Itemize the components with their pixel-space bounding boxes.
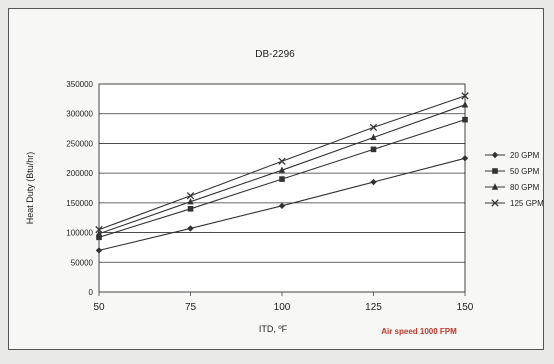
series-group — [95, 92, 469, 254]
legend-marker-2 — [491, 183, 499, 190]
data-point-2-2 — [278, 166, 286, 173]
legend-label-3: 125 GPM — [510, 199, 543, 208]
legend-item-2: 80 GPM — [485, 183, 540, 192]
series-3 — [95, 92, 469, 234]
series-0 — [95, 155, 469, 254]
legend-marker-1 — [492, 168, 498, 174]
air-speed-note: Air speed 1000 FPM — [381, 327, 457, 336]
y-tick-label-4: 200000 — [66, 169, 93, 178]
legend-item-0: 20 GPM — [485, 151, 540, 160]
data-point-3-2 — [278, 157, 286, 165]
data-point-1-0 — [96, 234, 102, 241]
legend-label-1: 50 GPM — [510, 167, 540, 176]
legend-marker-3 — [491, 199, 499, 207]
legend-marker-0 — [491, 151, 499, 159]
data-point-0-0 — [95, 247, 103, 254]
x-axis-title: ITD, ºF — [259, 324, 288, 334]
gridlines — [99, 113, 465, 263]
chart-frame: 0 50000 100000 150000 200000 250000 300000 3500… — [8, 8, 544, 350]
y-tick-label-7: 350000 — [66, 80, 93, 89]
data-point-0-2 — [278, 202, 286, 210]
plot-area — [98, 83, 466, 293]
data-point-3-0 — [95, 225, 103, 234]
x-tick-label-3: 125 — [365, 302, 382, 313]
legend: 20 GPM 50 GPM 80 GPM 125 GPM — [485, 151, 543, 208]
series-1 — [96, 116, 468, 241]
data-point-3-4 — [461, 92, 469, 100]
x-tick-label-1: 75 — [185, 302, 197, 313]
data-point-1-3 — [370, 146, 377, 153]
data-point-1-1 — [187, 206, 194, 212]
legend-label-0: 20 GPM — [510, 151, 540, 160]
x-tick-label-2: 100 — [274, 302, 291, 313]
data-point-1-2 — [279, 176, 285, 182]
data-point-0-1 — [187, 225, 194, 232]
line-chart: 0 50000 100000 150000 200000 250000 300000 3500… — [25, 49, 543, 336]
legend-item-1: 50 GPM — [485, 167, 540, 176]
data-point-0-4 — [461, 155, 469, 162]
legend-item-3: 125 GPM — [485, 199, 543, 208]
legend-label-2: 80 GPM — [510, 183, 540, 192]
y-tick-label-6: 300000 — [66, 110, 93, 119]
data-point-3-3 — [369, 123, 378, 132]
data-point-0-3 — [370, 178, 377, 186]
data-point-2-0 — [95, 230, 103, 237]
y-tick-label-2: 100000 — [66, 229, 93, 238]
data-point-2-1 — [187, 197, 194, 205]
y-tick-label-3: 150000 — [66, 199, 93, 208]
y-tick-label-1: 50000 — [71, 258, 94, 267]
series-2 — [95, 101, 469, 237]
chart-title: DB-2296 — [255, 49, 295, 60]
x-axis-ticks: 50 75 100 125 150 — [93, 292, 474, 313]
x-tick-label-4: 150 — [457, 302, 474, 313]
x-tick-label-0: 50 — [93, 302, 105, 313]
data-point-2-3 — [370, 133, 377, 141]
data-point-1-4 — [462, 116, 468, 123]
y-tick-label-0: 0 — [89, 288, 94, 297]
data-point-2-4 — [461, 101, 469, 108]
y-tick-label-5: 250000 — [66, 139, 93, 148]
y-axis-title: Heat Duty (Btu/hr) — [25, 152, 35, 225]
y-axis-ticks: 0 50000 100000 150000 200000 250000 300000 3500… — [66, 80, 93, 297]
data-point-3-1 — [186, 192, 195, 200]
